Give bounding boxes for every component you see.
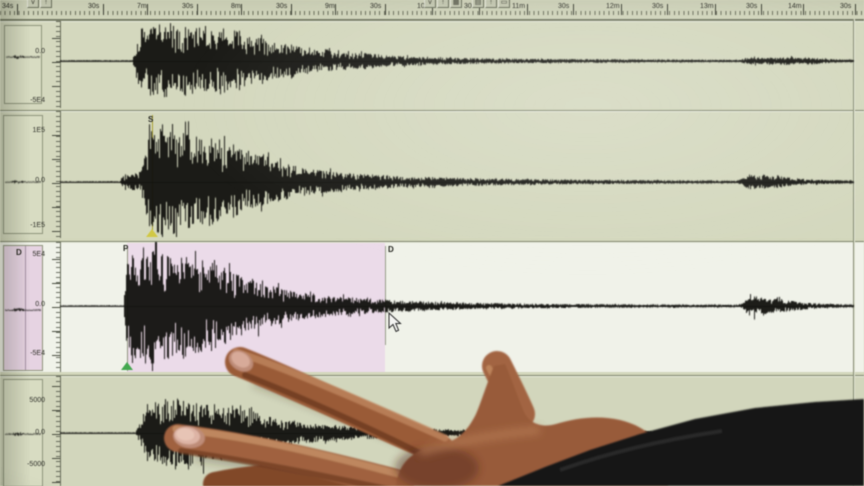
middle-finger [225, 347, 455, 465]
toolbar-button[interactable]: ↑ [40, 0, 52, 8]
hand-back-shade [395, 446, 479, 486]
toolbar-button[interactable]: ▦ [450, 0, 462, 8]
toolbar-button[interactable]: v [424, 0, 436, 8]
index-fingernail [173, 425, 205, 449]
middle-finger-shade [242, 372, 443, 466]
toolbar-button[interactable]: ↑ [437, 0, 449, 8]
knuckle-highlight [418, 425, 541, 457]
toolbar-center: v ↑ ▦ ▤ ↑ ▭ [424, 0, 510, 8]
toolbar-button[interactable]: ↑ [485, 0, 497, 8]
index-finger-shade [178, 448, 388, 486]
toolbar-button[interactable]: ▤ [472, 0, 484, 8]
phase-marker-triangle-P[interactable] [121, 362, 133, 370]
middle-fingernail [228, 350, 254, 372]
phase-marker-label-D: D [388, 245, 394, 254]
phase-marker-label-P: P [123, 244, 129, 253]
mouse-cursor [388, 312, 402, 333]
phase-marker-triangle-S[interactable] [146, 229, 158, 237]
toolbar-button[interactable]: ▭ [498, 0, 510, 8]
toolbar-left: v ↑ [27, 0, 52, 8]
phase-marker-label-S: S [148, 115, 154, 124]
jacket-sleeve [498, 399, 864, 486]
toolbar-button[interactable]: v [27, 0, 39, 8]
middle-finger-highlight [232, 348, 449, 442]
sleeve-fold [559, 429, 723, 472]
